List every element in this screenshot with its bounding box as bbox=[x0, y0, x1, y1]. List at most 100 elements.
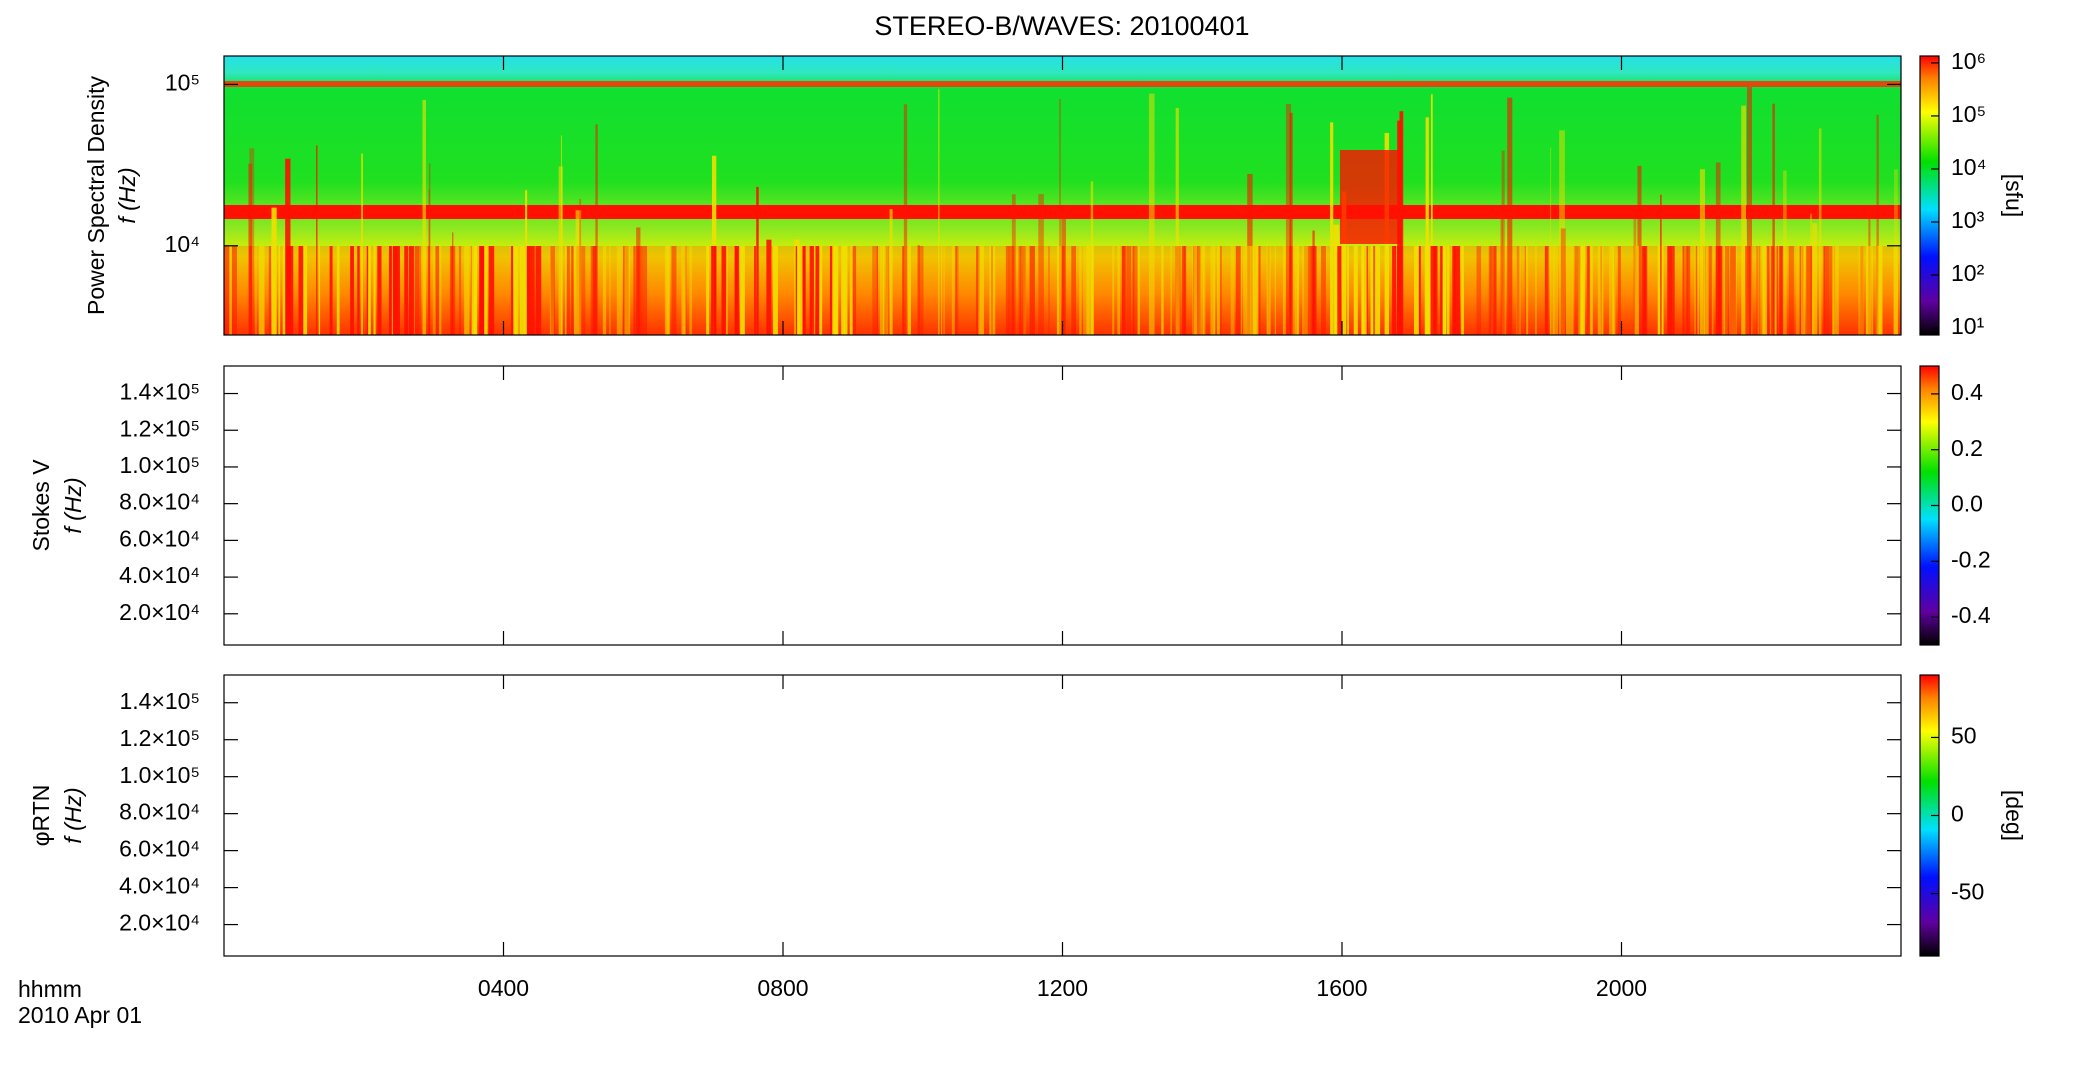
spectrogram-strip bbox=[1374, 246, 1381, 335]
x-tick-label: 0800 bbox=[757, 975, 808, 1001]
y-tick-label: 10⁴ bbox=[165, 231, 200, 257]
colorbar-tick-label: -0.2 bbox=[1951, 546, 1991, 572]
spectrogram-strip bbox=[819, 246, 823, 335]
spectrogram-strip bbox=[1243, 246, 1247, 335]
spectrogram-strip bbox=[1353, 246, 1358, 335]
spectrogram-strip bbox=[432, 246, 436, 335]
spectrogram-strip bbox=[368, 246, 371, 335]
spectrogram-strip bbox=[1549, 246, 1555, 335]
spectrogram-strip bbox=[285, 158, 291, 335]
colorbar bbox=[1919, 55, 1940, 336]
spectrogram-strip bbox=[435, 246, 440, 335]
spectrogram-strip bbox=[1757, 246, 1760, 335]
spectrogram-strip bbox=[1587, 246, 1590, 335]
spectrogram-strip bbox=[1056, 246, 1059, 335]
spectrogram-strip bbox=[1059, 98, 1061, 335]
spectrogram-strip bbox=[1282, 246, 1285, 335]
date-label: 2010 Apr 01 bbox=[18, 1002, 142, 1028]
spectrogram-strip bbox=[1294, 246, 1299, 335]
spectrogram-strip bbox=[1535, 246, 1537, 335]
spectrogram-strip bbox=[908, 246, 911, 335]
spectrogram-strip bbox=[1121, 246, 1127, 335]
spectrogram-strip bbox=[1121, 246, 1126, 335]
spectrogram-strip bbox=[519, 246, 526, 335]
colorbar-label: [sfu] bbox=[2001, 174, 2027, 217]
spectrogram-strip bbox=[1011, 194, 1016, 335]
spectrogram-strip bbox=[1609, 246, 1614, 335]
spectrogram-strip bbox=[890, 246, 892, 335]
spectrogram-strip bbox=[1175, 246, 1181, 335]
spectrogram-strip bbox=[357, 246, 360, 335]
spectrogram-strip bbox=[1574, 246, 1581, 335]
spectrogram-strip bbox=[1876, 114, 1879, 335]
spectrogram-strip bbox=[373, 246, 376, 335]
spectrogram-strip bbox=[1751, 246, 1753, 335]
spectrogram-strip bbox=[1800, 246, 1806, 335]
spectrogram-strip bbox=[1337, 246, 1342, 335]
colorbar-tick-label: 0.0 bbox=[1951, 491, 1983, 517]
colorbar-tick-label: 10⁶ bbox=[1951, 48, 1986, 74]
spectrogram-strip bbox=[1274, 246, 1276, 335]
spectrogram-strip bbox=[1762, 246, 1767, 335]
spectrogram-strip bbox=[1833, 246, 1839, 335]
spectrogram-strip bbox=[1334, 246, 1340, 335]
spectrogram-strip bbox=[1779, 246, 1783, 335]
spectrogram-strip bbox=[711, 155, 717, 335]
spectrogram-strip bbox=[1347, 246, 1349, 335]
spectrogram-strip bbox=[1488, 246, 1492, 335]
spectrogram-strip bbox=[713, 246, 717, 335]
spectrogram-strip bbox=[1501, 150, 1505, 335]
spectrogram-strip bbox=[595, 124, 598, 335]
spectrogram-strip bbox=[740, 246, 745, 335]
spectrogram-strip bbox=[282, 246, 286, 335]
spectrogram-strip bbox=[1230, 246, 1235, 335]
spectrogram-strip bbox=[231, 246, 237, 335]
spectrogram-strip bbox=[377, 246, 382, 335]
spectrogram-strip bbox=[938, 89, 940, 335]
spectrogram-strip bbox=[1682, 246, 1685, 335]
spectrogram-strip bbox=[1181, 246, 1186, 335]
spectrogram-strip bbox=[1200, 246, 1204, 335]
spectrogram-strip bbox=[351, 246, 354, 335]
spectrogram-strip bbox=[943, 246, 945, 335]
spectrogram-strip bbox=[734, 246, 739, 335]
spectrogram-strip bbox=[268, 246, 271, 335]
plot-frame bbox=[223, 365, 1902, 646]
spectrogram-strip bbox=[481, 246, 485, 335]
spectrogram-strip bbox=[1711, 246, 1714, 335]
spectrogram-strip bbox=[1029, 246, 1035, 335]
spectrogram-strip bbox=[1285, 103, 1292, 335]
spectrogram-strip bbox=[558, 166, 563, 335]
spectrogram-strip bbox=[1762, 246, 1768, 335]
spectrogram-strip bbox=[1722, 246, 1726, 335]
spectrogram-strip bbox=[571, 246, 574, 335]
spectrogram-strip bbox=[1587, 246, 1593, 335]
spectrogram-strip bbox=[560, 135, 562, 335]
spectrogram-strip bbox=[396, 246, 400, 335]
spectrogram-strip bbox=[1765, 246, 1770, 335]
spectrogram-strip bbox=[1580, 246, 1586, 335]
spectrogram-strip bbox=[1507, 97, 1513, 335]
spectrogram-strip bbox=[428, 163, 431, 335]
spectrogram-strip bbox=[1308, 246, 1312, 335]
colorbar-tick-label: 10⁴ bbox=[1951, 154, 1986, 180]
spectrogram-strip bbox=[1161, 246, 1164, 335]
spectrogram-strip bbox=[918, 246, 924, 335]
spectrogram-strip bbox=[1707, 246, 1713, 335]
spectrogram-strip bbox=[1216, 246, 1220, 335]
spectrogram-strip bbox=[1643, 246, 1648, 335]
spectrogram-strip bbox=[471, 246, 478, 335]
spectrogram-strip bbox=[979, 246, 984, 335]
spectrogram-strip bbox=[224, 246, 230, 335]
spectrogram-strip bbox=[773, 246, 778, 335]
y-tick-label: 8.0×10⁴ bbox=[119, 489, 200, 515]
spectrogram-strip bbox=[954, 246, 957, 335]
spectrogram-strip bbox=[1544, 246, 1549, 335]
spectrogram-strip bbox=[1490, 246, 1497, 335]
spectrogram-strip bbox=[1823, 246, 1825, 335]
spectrogram-strip bbox=[1588, 246, 1591, 335]
spectrogram-strip bbox=[1586, 246, 1590, 335]
spectrogram-strip bbox=[689, 246, 693, 335]
spectrogram-strip bbox=[633, 246, 636, 335]
